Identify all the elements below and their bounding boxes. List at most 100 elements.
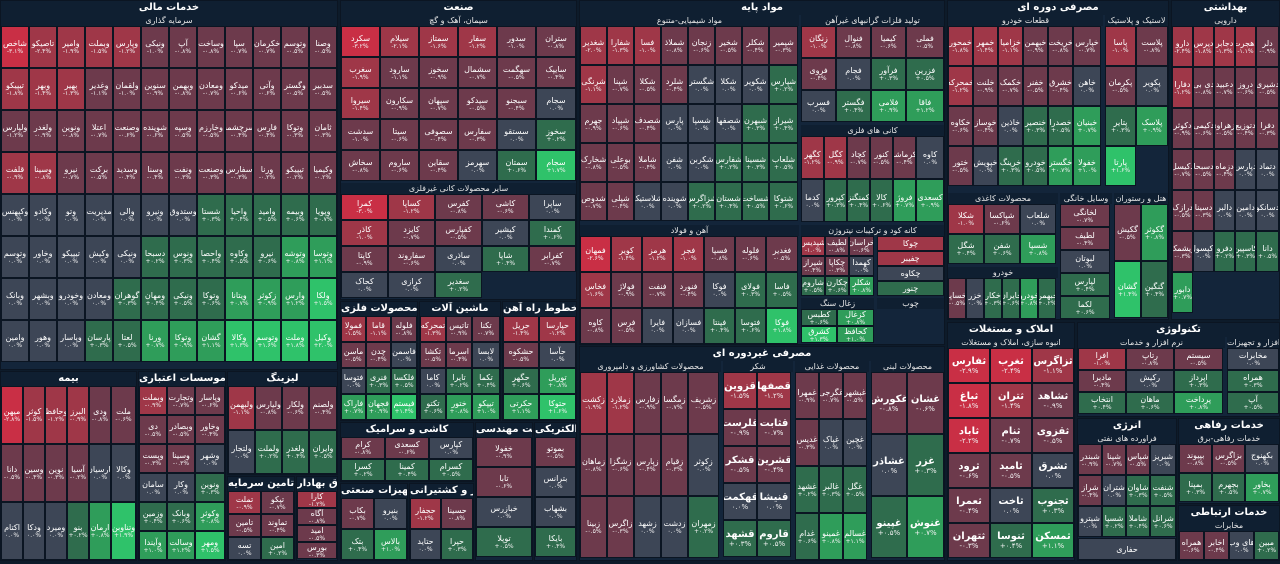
stock-tile[interactable]: وکالا ۰.۰% — [111, 444, 136, 502]
stock-tile[interactable]: غنوش +۰.۷% — [907, 496, 944, 558]
stock-tile[interactable]: شلاستیک۰.۰% — [634, 182, 661, 221]
stock-tile[interactable]: شاملا +۰.۴% — [1126, 506, 1150, 537]
stock-tile[interactable]: چدن -۰.۴% — [366, 342, 391, 368]
stock-tile[interactable]: حتوکا +۱.۶% — [539, 394, 576, 420]
stock-tile[interactable]: فغدیر -۰.۵% — [766, 236, 798, 272]
stock-tile[interactable]: کاسپین+۰.۳% — [1235, 231, 1256, 272]
stock-tile[interactable]: فولاژ -۰.۹% — [611, 272, 642, 308]
stock-tile[interactable]: شپارس +۰.۲% — [769, 65, 798, 104]
stock-tile[interactable]: وغدیر -۱.۱% — [85, 68, 113, 110]
stock-tile[interactable]: دکیسل -۰.۷% — [1172, 149, 1193, 190]
stock-tile[interactable]: حجفار -۱.۲% — [410, 498, 441, 529]
stock-tile[interactable]: کاپتا -۰.۹% — [341, 246, 388, 272]
stock-tile[interactable]: امید -۰.۵% — [297, 525, 337, 542]
stock-tile[interactable]: دعبید -۰.۷% — [1214, 67, 1235, 108]
stock-tile[interactable]: تیپیکو -۱.۸% — [1, 68, 29, 110]
stock-tile[interactable]: پرداخت +۰.۸% — [1174, 392, 1223, 414]
stock-tile[interactable]: پتایر +۰.۳% — [1105, 106, 1136, 146]
stock-tile[interactable]: خساپا -۰.۵% — [948, 278, 966, 319]
stock-tile[interactable]: ثشاهد -۰.۹% — [1032, 383, 1074, 418]
stock-tile[interactable]: تابا -۰.۶% — [476, 467, 532, 497]
stock-tile[interactable]: خفنر -۰.۵% — [1023, 66, 1048, 106]
stock-tile[interactable]: شرنگی -۱.۱% — [580, 65, 607, 104]
stock-tile[interactable]: ونوین +۰.۳% — [195, 473, 225, 502]
stock-tile[interactable]: بپیوند -۰.۸% — [1179, 444, 1212, 473]
stock-tile[interactable]: ولملت +۰.۲% — [255, 430, 282, 474]
stock-tile[interactable]: دپارس ۰.۰% — [1235, 149, 1256, 190]
stock-tile[interactable]: گکوثر +۰.۸% — [1141, 204, 1168, 261]
stock-tile[interactable]: سفار -۱.۲% — [458, 26, 497, 57]
stock-tile[interactable]: وکار ۰.۰% — [167, 473, 195, 502]
stock-tile[interactable]: کرام -۰.۸% — [341, 437, 385, 459]
stock-tile[interactable]: خصدرا +۰.۵% — [1048, 106, 1073, 146]
stock-tile[interactable]: قزوین -۱.۵% — [723, 372, 757, 409]
stock-tile[interactable]: بوعلی -۰.۵% — [607, 143, 634, 182]
stock-tile[interactable]: پارسیان۰.۰% — [89, 444, 111, 502]
stock-tile[interactable]: ولقمان -۱.۰% — [113, 68, 141, 110]
stock-tile[interactable]: زنجان -۰.۶% — [688, 26, 715, 65]
stock-tile[interactable]: ومهر +۱.۵% — [195, 531, 225, 560]
stock-tile[interactable]: قاروم +۰.۵% — [757, 520, 791, 557]
stock-tile[interactable]: فلکسا +۰.۵% — [391, 368, 417, 394]
stock-tile[interactable]: حآسا ۰.۰% — [539, 342, 576, 368]
stock-tile[interactable]: دلر -۰.۹% — [1256, 26, 1279, 67]
stock-tile[interactable]: قصفها -۱.۲% — [757, 372, 791, 409]
stock-tile[interactable]: های وب ۰.۰% — [1229, 531, 1254, 560]
stock-tile[interactable]: خمحور -۱.۸% — [948, 26, 973, 66]
stock-tile[interactable]: غدام +۰.۶% — [795, 513, 819, 560]
stock-tile[interactable]: کاشی -۰.۶% — [482, 194, 529, 220]
stock-tile[interactable]: خبنیان +۰.۷% — [1073, 106, 1101, 146]
stock-tile[interactable]: سیروا -۱.۴% — [341, 88, 380, 119]
stock-tile[interactable]: شسینا +۰.۳% — [742, 143, 769, 182]
stock-tile[interactable]: کرماشا -۰.۴% — [893, 136, 916, 179]
stock-tile[interactable]: ومیرد ۰.۰% — [45, 502, 67, 560]
stock-tile[interactable]: دسبحا +۰.۲% — [141, 236, 169, 278]
stock-tile[interactable]: وسینا -۰.۳% — [167, 444, 195, 473]
stock-tile[interactable]: شلعاب ۰.۰% — [1020, 204, 1056, 234]
stock-tile[interactable]: فرآور +۰.۳% — [871, 58, 906, 90]
stock-tile[interactable]: پارتا +۱.۶% — [1105, 146, 1136, 186]
stock-tile[interactable]: سصوفی -۰.۴% — [419, 119, 458, 150]
stock-tile[interactable]: وبشهر ۰.۰% — [29, 278, 57, 320]
stock-tile[interactable]: شاروم +۰.۵% — [801, 276, 825, 296]
stock-tile[interactable]: کمنگنز +۰.۴% — [847, 179, 870, 222]
stock-tile[interactable]: وکپهنس ۰.۰% — [1, 194, 29, 236]
stock-tile[interactable]: فجر -۱.۰% — [673, 236, 704, 272]
stock-tile[interactable]: وخاور ۰.۰% — [29, 236, 57, 278]
stock-tile[interactable]: خاذین ۰.۰% — [998, 106, 1023, 146]
stock-tile[interactable]: کاذر -۱.۰% — [341, 220, 388, 246]
stock-tile[interactable]: قنیشا ۰.۰% — [757, 483, 791, 520]
stock-tile[interactable]: چکاپا -۰.۳% — [825, 256, 849, 276]
stock-tile[interactable]: سخوز -۰.۹% — [419, 57, 458, 88]
stock-tile[interactable]: فجهان +۰.۹% — [366, 394, 391, 420]
stock-tile[interactable]: ثعمرا -۰.۴% — [948, 488, 990, 523]
stock-tile[interactable]: دی بی -۰.۸% — [1193, 67, 1214, 108]
stock-tile[interactable]: وتوسم -۰.۵% — [281, 26, 309, 68]
stock-tile[interactable]: وکیمیا -۰.۲% — [309, 152, 337, 194]
stock-tile[interactable]: خزر ۰.۰% — [966, 278, 984, 319]
stock-tile[interactable]: شراز -۰.۴% — [1078, 475, 1102, 506]
stock-tile[interactable]: وسینا -۰.۸% — [29, 152, 57, 194]
stock-tile[interactable]: رتاپ -۰.۸% — [1126, 348, 1174, 370]
stock-tile[interactable]: خزامیا -۱.۱% — [998, 26, 1023, 66]
stock-tile[interactable]: خکمک -۰.۷% — [998, 66, 1023, 106]
stock-tile[interactable]: شپنا -۰.۷% — [1102, 444, 1126, 475]
stock-tile[interactable]: ثتهران -۰.۳% — [948, 523, 990, 558]
stock-tile[interactable]: انتخاب +۰.۴% — [1078, 392, 1126, 414]
stock-tile[interactable]: شنفت +۰.۵% — [1150, 475, 1176, 506]
stock-tile[interactable]: نیرو -۰.۷% — [57, 152, 85, 194]
stock-tile[interactable]: بنیرو ۰.۰% — [374, 498, 407, 529]
stock-tile[interactable]: غشاذر ۰.۰% — [871, 434, 907, 496]
stock-tile[interactable]: ونیکی -۱.۰% — [141, 26, 169, 68]
stock-tile[interactable]: کویر -۱.۴% — [611, 236, 642, 272]
stock-tile[interactable]: ثاخت ۰.۰% — [990, 488, 1032, 523]
stock-tile[interactable]: ومهان +۰.۴% — [141, 278, 169, 320]
stock-tile[interactable]: وامین ۰.۰% — [1, 320, 29, 362]
stock-tile[interactable]: دتماد ۰.۰% — [1256, 149, 1279, 190]
stock-tile[interactable]: بترانس ۰.۰% — [535, 467, 576, 497]
stock-tile[interactable]: زپارس -۰.۴% — [634, 434, 661, 496]
stock-tile[interactable]: شیراز -۰.۴% — [801, 256, 825, 276]
stock-tile[interactable]: دانا +۰.۵% — [1256, 231, 1279, 272]
stock-tile[interactable]: بنو +۰.۲% — [67, 502, 89, 560]
stock-tile[interactable]: فروژ +۰.۷% — [893, 179, 916, 222]
